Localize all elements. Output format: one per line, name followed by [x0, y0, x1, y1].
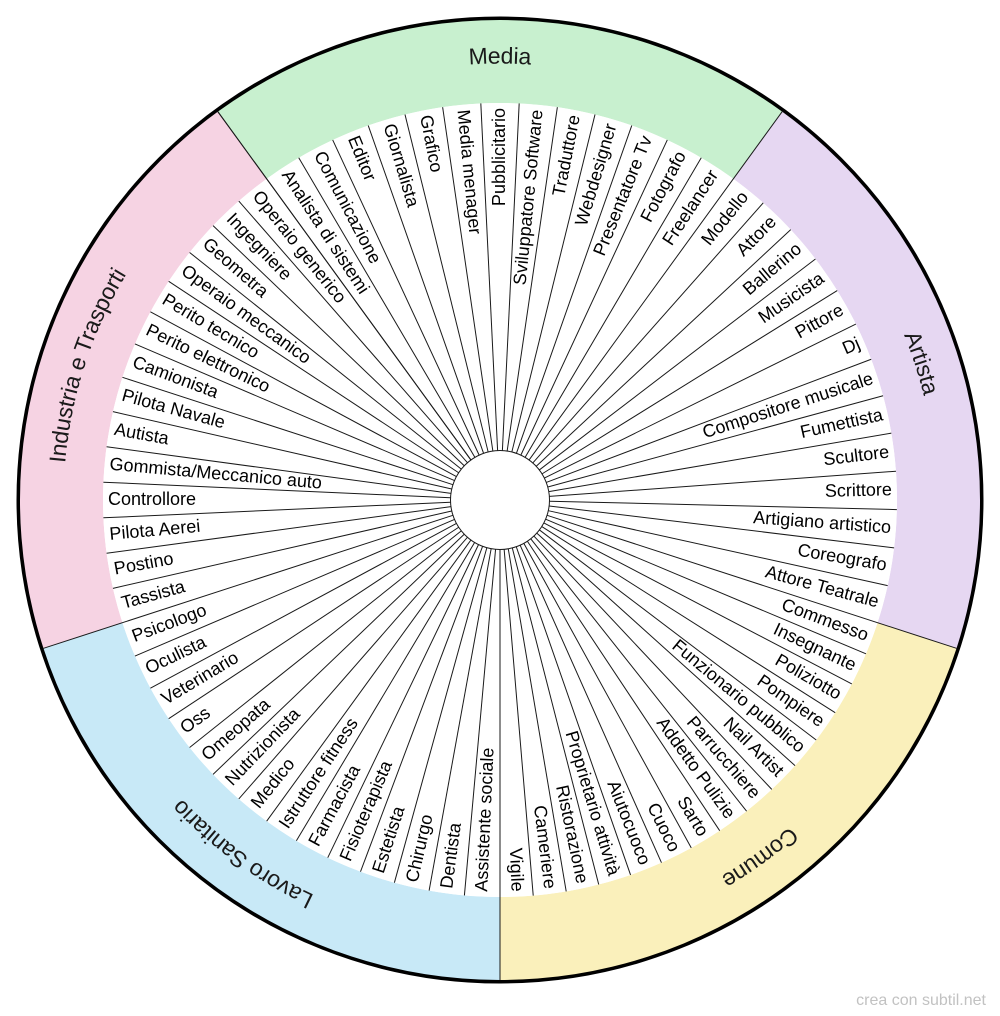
- svg-text:d: d: [500, 43, 513, 69]
- svg-text:e: e: [488, 43, 501, 69]
- svg-text:a: a: [518, 43, 532, 70]
- svg-text:Controllore: Controllore: [108, 489, 196, 509]
- svg-text:Pubblicitario: Pubblicitario: [489, 108, 509, 206]
- svg-text:Vigile: Vigile: [506, 848, 528, 893]
- svg-text:M: M: [468, 43, 488, 70]
- svg-text:Scrittore: Scrittore: [825, 479, 892, 501]
